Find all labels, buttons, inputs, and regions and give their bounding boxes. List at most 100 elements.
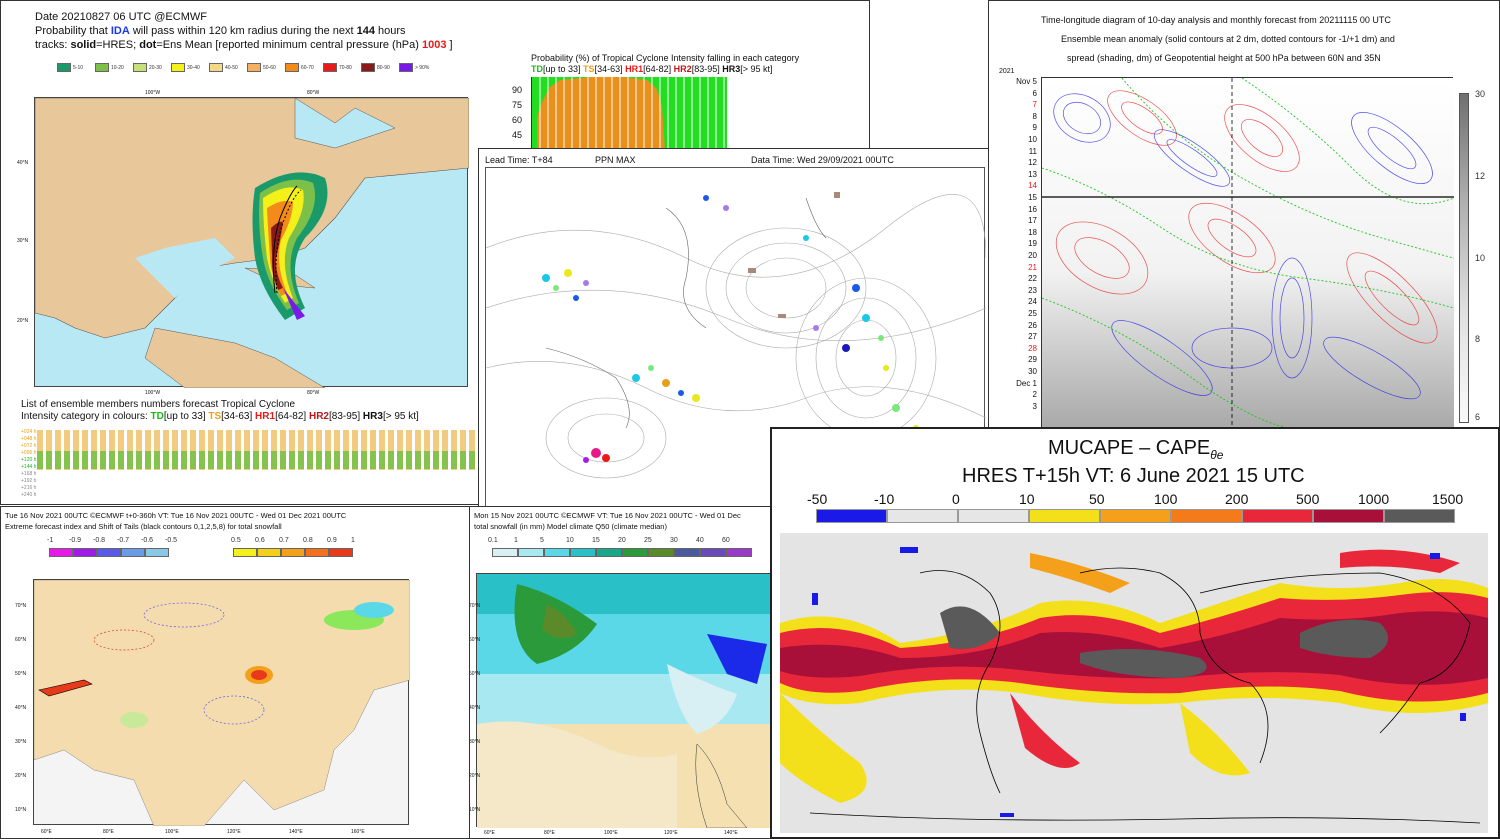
efi-lon: 60°E	[41, 829, 52, 835]
row-label: +192 h	[21, 478, 37, 484]
efi-lon: 160°E	[351, 829, 365, 835]
member-list-table: +024 h +048 h +072 h +096 h +120 h +144 …	[21, 429, 481, 501]
member-list-legend: Intensity category in colours: TD[up to …	[21, 411, 419, 422]
efi-lon: 140°E	[289, 829, 303, 835]
day-tick: 15	[1028, 193, 1037, 202]
snow-swatch	[622, 548, 648, 557]
efi-snowfall-panel: Tue 16 Nov 2021 00UTC ©ECMWF t+0-360h VT…	[0, 506, 470, 839]
cape-swatch	[816, 509, 887, 523]
efi-swatch	[329, 548, 353, 557]
cape-tick: 500	[1296, 491, 1320, 507]
cape-map	[780, 533, 1488, 833]
cyclone-probability-line: Probability that IDA will pass within 12…	[35, 25, 406, 37]
snow-lat: 10°N	[469, 807, 481, 813]
snow-lon: 60°E	[484, 830, 495, 836]
legend-swatch	[171, 63, 185, 72]
intensity-ytick: 45	[512, 130, 523, 140]
intensity-ytick: 60	[512, 115, 523, 125]
scale-label: 6	[1475, 412, 1481, 422]
cape-tick: 0	[952, 491, 960, 507]
hovmoller-title-1: Time-longitude diagram of 10-day analysi…	[1041, 15, 1391, 25]
cape-tick: 1000	[1358, 491, 1390, 507]
day-tick: 10	[1028, 135, 1037, 144]
efi-lat: 70°N	[15, 603, 27, 609]
cape-tick: 100	[1154, 491, 1178, 507]
snow-lon: 100°E	[604, 830, 618, 836]
legend-swatch	[285, 63, 299, 72]
legend-swatch	[247, 63, 261, 72]
scale-label: 30	[1475, 89, 1486, 99]
ppn-parameter: PPN MAX	[595, 155, 636, 165]
day-tick: 17	[1028, 216, 1037, 226]
efi-swatch	[257, 548, 281, 557]
snow-lat: 50°N	[469, 671, 481, 677]
day-tick: 16	[1028, 204, 1037, 214]
cape-tick: 50	[1089, 491, 1105, 507]
legend-swatch	[323, 63, 337, 72]
snow-line2: total snowfall (in mm) Model climate Q50…	[474, 522, 667, 531]
day-tick: 11	[1028, 146, 1037, 156]
snow-lon: 80°E	[544, 830, 555, 836]
lon-label: 80°W	[307, 390, 320, 396]
cape-map-graphic	[780, 533, 1488, 833]
snow-lat: 20°N	[469, 773, 481, 779]
snow-swatch	[596, 548, 622, 557]
day-tick: 22	[1028, 274, 1037, 284]
efi-lat: 40°N	[15, 705, 27, 711]
data-time: Data Time: Wed 29/09/2021 00UTC	[751, 155, 894, 165]
snow-line1: Mon 15 Nov 2021 00UTC ©ECMWF VT: Tue 16 …	[474, 511, 741, 520]
day-tick: 20	[1028, 251, 1037, 260]
cyclone-map: 100°W 80°W 100°W 80°W 40°N 30°N 20°N	[17, 90, 469, 396]
cyclone-probability-legend: 5-10 10-20 20-30 30-40 40-50 50-60 60-70…	[57, 63, 477, 81]
cape-swatch	[1242, 509, 1313, 523]
efi-lat: 20°N	[15, 773, 27, 779]
lon-label: 100°W	[145, 90, 161, 96]
intensity-ytick: 90	[512, 85, 523, 95]
cape-colorbar: -50 -10 0 10 50 100 200 500 1000 1500	[802, 491, 1482, 531]
row-label: +216 h	[21, 485, 37, 491]
efi-lat: 50°N	[15, 671, 27, 677]
cape-swatch	[1029, 509, 1100, 523]
snow-colorbar: 0.1 1 5 10 15 20 25 30 40 60	[484, 537, 778, 565]
efi-lat: 30°N	[15, 739, 27, 745]
cape-swatch	[1384, 509, 1455, 523]
scale-label: 8	[1475, 334, 1481, 344]
cape-tick: 200	[1225, 491, 1249, 507]
intensity-ytick: 75	[512, 100, 523, 110]
snow-lat: 60°N	[469, 637, 481, 643]
snow-lat: 40°N	[469, 705, 481, 711]
efi-swatch	[121, 548, 145, 557]
snow-swatch	[518, 548, 544, 557]
lon-label: 80°W	[307, 90, 320, 96]
cyclone-map-graphic	[35, 98, 469, 388]
cyclone-date-title: Date 20210827 06 UTC @ECMWF	[35, 11, 207, 23]
hovmoller-graphic	[1042, 78, 1454, 429]
day-tick: 2	[1032, 390, 1037, 400]
cape-title-1: MUCAPE – CAPEθe	[1048, 437, 1224, 462]
day-tick: 26	[1028, 320, 1037, 330]
lat-label: 30°N	[17, 238, 29, 244]
efi-swatch	[281, 548, 305, 557]
row-label: +096 h	[21, 450, 37, 456]
efi-swatch	[49, 548, 73, 557]
lat-label: 20°N	[17, 318, 29, 324]
day-tick: 18	[1028, 227, 1037, 237]
row-label: +144 h	[21, 464, 37, 470]
snow-lat: 30°N	[469, 739, 481, 745]
day-tick: Dec 1	[1016, 378, 1037, 388]
intensity-title: Probability (%) of Tropical Cyclone Inte…	[531, 53, 800, 63]
row-label: +168 h	[21, 471, 37, 477]
cape-tick: -50	[807, 491, 828, 507]
efi-line2: Extreme forecast index and Shift of Tail…	[5, 522, 282, 531]
lat-label: 40°N	[17, 160, 29, 166]
day-tick: Nov 5	[1016, 77, 1037, 86]
cape-title-2: HRES T+15h VT: 6 June 2021 15 UTC	[962, 465, 1305, 487]
day-axis: Nov 5 6 7 8 9 10 11 12 13 14 15 16 17 18…	[999, 77, 1037, 425]
intensity-bars	[532, 77, 727, 151]
day-tick: 24	[1028, 297, 1037, 307]
snow-lon: 140°E	[724, 830, 738, 836]
legend-swatch	[361, 63, 375, 72]
member-list-title: List of ensemble members numbers forecas…	[21, 399, 296, 410]
snow-map	[476, 573, 777, 828]
cape-swatch	[887, 509, 958, 523]
